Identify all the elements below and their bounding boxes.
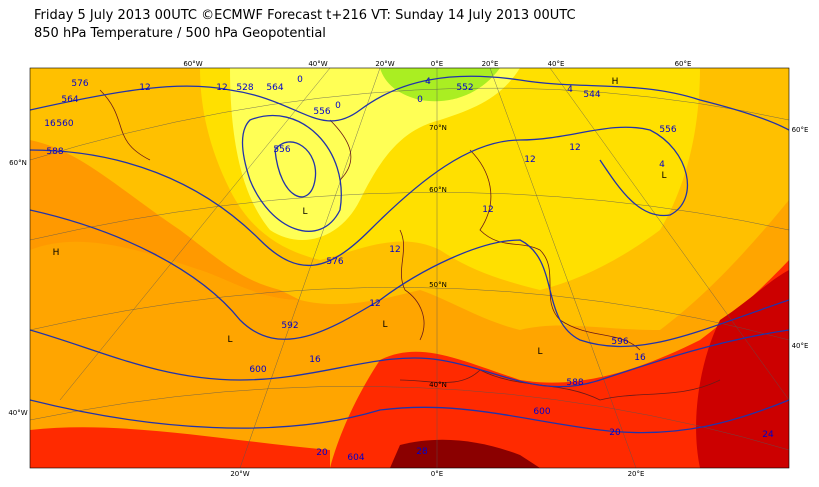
temp-field [30,427,330,468]
contour-label: 588 [46,147,63,157]
contour-label: 28 [416,447,428,457]
contour-label: 4 [659,160,665,170]
graticule-label: 40°E [792,342,809,350]
temp-field [390,439,540,468]
graticule-label: 60°N [429,186,447,194]
graticule-label: 60°E [675,60,692,68]
contour-label: 588 [566,378,583,388]
map-frame [29,67,790,469]
contour-label: 596 [611,337,628,347]
graticule-label: 40°W [308,60,327,68]
contour-label: 528 [236,83,253,93]
contour-label: 0 [297,75,303,85]
contour-label: 12 [524,155,535,165]
temp-field [330,260,789,468]
graticule-label: 40°N [429,381,447,389]
graticule-label: 40°W [8,409,27,417]
contour-label: 0 [335,101,341,111]
pressure-center: L [537,347,542,357]
contour-label: 576 [326,257,343,267]
graticule-label: 20°W [230,470,249,478]
contour-label: 552 [456,83,473,93]
contour-label: 16 [634,353,646,363]
contour-label: 16 [44,119,56,129]
graticule-label: 0°E [431,60,443,68]
graticule-label: 0°E [431,470,443,478]
graticule-label: 40°E [548,60,565,68]
contour-label: 12 [482,205,493,215]
contour-label: 564 [61,95,78,105]
temp-field [696,270,789,468]
pressure-center: H [612,77,619,87]
contour-label: 600 [533,407,550,417]
contour-label: 16 [309,355,321,365]
contour-label: 12 [569,143,580,153]
contour-label: 0 [417,95,423,105]
pressure-centers: H L L H L L L [53,77,667,357]
contour-label: 12 [369,299,380,309]
contour-label: 600 [249,365,266,375]
pressure-center: L [227,335,232,345]
contour-label: 20 [316,448,328,458]
map [30,68,789,468]
contour-label: 12 [389,245,400,255]
contour-label: 556 [273,145,290,155]
pressure-center: L [382,320,387,330]
graticule-label: 60°W [183,60,202,68]
graticule-label: 60°E [792,126,809,134]
contour-label: 12 [139,83,150,93]
contour-label: 4 [425,77,431,87]
contour-label: 4 [567,85,573,95]
title: Friday 5 July 2013 00UTC ©ECMWF Forecast… [34,8,576,23]
contour-label: 20 [609,428,621,438]
contour-label: 556 [659,125,676,135]
graticule-label: 20°E [628,470,645,478]
contour-label: 24 [762,430,774,440]
contour-label: 12 [216,83,227,93]
contour-label: 604 [347,453,364,463]
pressure-center: L [302,207,307,217]
graticule-label: 20°W [375,60,394,68]
graticule-label: 20°E [482,60,499,68]
subtitle: 850 hPa Temperature / 500 hPa Geopotenti… [34,26,326,41]
contour-label: 560 [56,119,73,129]
graticule-label: 50°N [429,281,447,289]
graticule-labels: 60°W 40°W 20°W 0°E 20°E 40°E 60°E60°E60°N70°N6… [8,60,808,478]
contour-label: 592 [281,321,298,331]
contour-label: 544 [583,90,600,100]
temp-field [30,140,300,300]
pressure-center: H [53,248,60,258]
graticule-label: 70°N [429,124,447,132]
contour-label: 556 [313,107,330,117]
contour-label: 576 [71,79,88,89]
graticule-label: 60°N [9,159,27,167]
contour-label: 564 [266,83,283,93]
pressure-center: L [661,171,666,181]
